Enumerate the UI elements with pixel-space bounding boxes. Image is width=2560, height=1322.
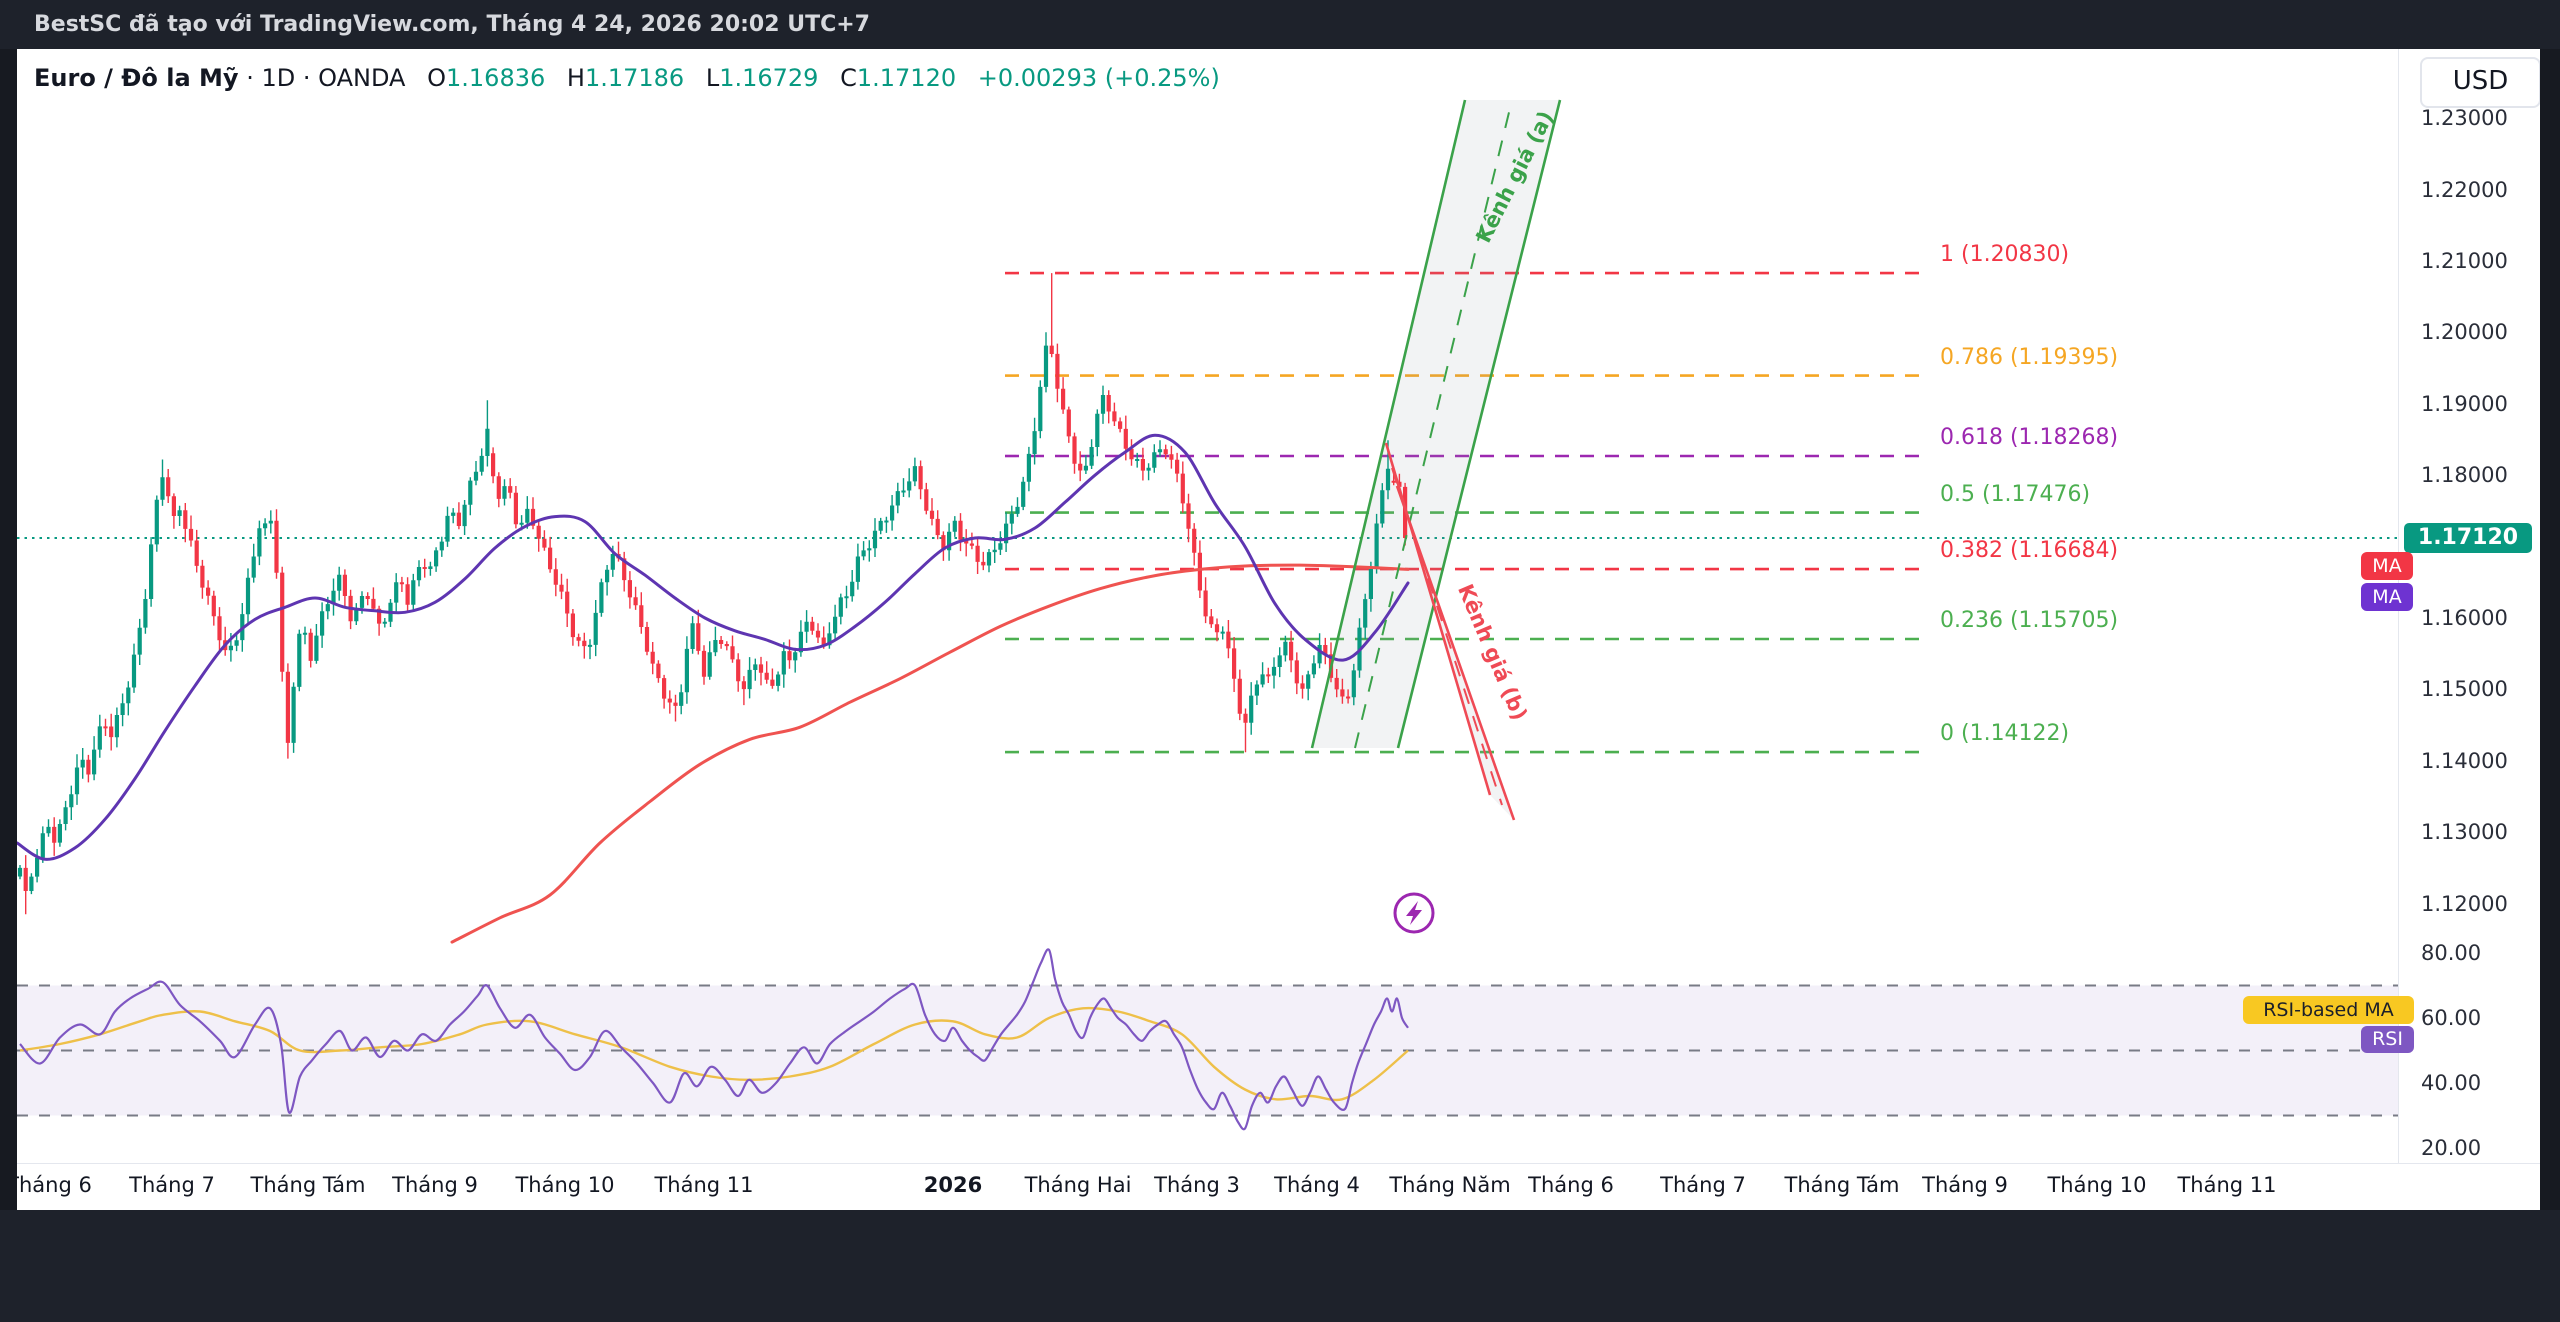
- price-tick: 1.12000: [2421, 892, 2508, 916]
- candle-bodies-down: [23, 345, 1408, 892]
- interval-label[interactable]: 1D: [261, 64, 296, 92]
- ma-purple-badge: MA: [2361, 583, 2413, 611]
- ma-slow-line[interactable]: [450, 563, 1410, 944]
- rsi-badge: RSI: [2361, 1026, 2414, 1053]
- change-value: +0.00293 (+0.25%): [977, 64, 1220, 92]
- time-tick: Tháng 11: [2177, 1173, 2277, 1197]
- time-tick: Tháng Tám: [250, 1173, 366, 1197]
- candle-wicks-down: [25, 273, 1406, 915]
- price-tick: 1.19000: [2421, 392, 2508, 416]
- time-tick: Tháng 7: [129, 1173, 215, 1197]
- high-label: H: [566, 64, 585, 92]
- rsi-line[interactable]: [19, 948, 1409, 1131]
- candle-wicks-up: [19, 332, 1389, 895]
- exchange-label[interactable]: OANDA: [318, 64, 406, 92]
- price-tick: 1.20000: [2421, 320, 2508, 344]
- time-tick: Tháng 6: [6, 1173, 92, 1197]
- rsi-tick: 80.00: [2421, 941, 2482, 965]
- time-tick: Tháng 10: [2047, 1173, 2147, 1197]
- channel-a-right-line[interactable]: [1396, 99, 1562, 749]
- right-edge-strip: [2540, 49, 2560, 1210]
- low-label: L: [705, 64, 720, 92]
- ma-fast-line[interactable]: [15, 433, 1410, 861]
- rsi-tick: 40.00: [2421, 1071, 2482, 1095]
- price-tick: 1.22000: [2421, 178, 2508, 202]
- last-price-badge: 1.17120: [2404, 523, 2532, 553]
- time-tick: Tháng Tám: [1784, 1173, 1900, 1197]
- price-tick: 1.13000: [2421, 820, 2508, 844]
- time-tick: Tháng 10: [515, 1173, 615, 1197]
- time-tick: Tháng 9: [1922, 1173, 2008, 1197]
- left-edge-strip: [0, 49, 17, 1210]
- fib-label-1[interactable]: 1 (1.20830): [1940, 242, 2070, 267]
- price-tick: 1.15000: [2421, 677, 2508, 701]
- flash-marker-icon[interactable]: [1393, 892, 1435, 934]
- low-value: 1.16729: [719, 64, 819, 92]
- price-tick: 1.14000: [2421, 749, 2508, 773]
- time-tick: Tháng 6: [1528, 1173, 1614, 1197]
- fib-label-0.236[interactable]: 0.236 (1.15705): [1940, 608, 2119, 633]
- time-tick: Tháng 3: [1154, 1173, 1240, 1197]
- rsi-based-ma-badge: RSI-based MA: [2243, 996, 2414, 1024]
- open-label: O: [427, 64, 446, 92]
- fib-label-0.786[interactable]: 0.786 (1.19395): [1940, 345, 2119, 370]
- fib-label-0.5[interactable]: 0.5 (1.17476): [1940, 482, 2091, 507]
- footer-bar: TradingView: [0, 1210, 2560, 1322]
- open-value: 1.16836: [446, 64, 546, 92]
- symbol-title[interactable]: Euro / Đô la Mỹ: [34, 64, 239, 92]
- high-value: 1.17186: [584, 64, 685, 92]
- price-tick: 1.21000: [2421, 249, 2508, 273]
- attribution-text: BestSC đã tạo với TradingView.com, Tháng…: [34, 12, 870, 37]
- rsi-tick: 60.00: [2421, 1006, 2482, 1030]
- fib-label-0.382[interactable]: 0.382 (1.16684): [1940, 538, 2119, 563]
- channel-b-mid-line: [1391, 467, 1503, 806]
- dot-separator: ·: [302, 64, 311, 92]
- channel-a-mid-line: [1354, 99, 1513, 749]
- rsi-tick: 20.00: [2421, 1136, 2482, 1160]
- channel-a-left-line[interactable]: [1310, 99, 1467, 749]
- time-tick: Tháng 4: [1274, 1173, 1360, 1197]
- time-tick: 2026: [923, 1173, 983, 1197]
- time-tick: Tháng 9: [392, 1173, 478, 1197]
- fib-label-0.618[interactable]: 0.618 (1.18268): [1940, 425, 2119, 450]
- time-tick: Tháng Hai: [1024, 1173, 1132, 1197]
- attribution-bar: BestSC đã tạo với TradingView.com, Tháng…: [0, 0, 2560, 49]
- fib-label-0[interactable]: 0 (1.14122): [1940, 721, 2070, 746]
- channel-a-fill: [1312, 100, 1560, 748]
- channel-b-right-line[interactable]: [1395, 485, 1516, 821]
- time-tick: Tháng Năm: [1389, 1173, 1511, 1197]
- time-tick: Tháng 7: [1660, 1173, 1746, 1197]
- time-tick: Tháng 11: [654, 1173, 754, 1197]
- price-scale[interactable]: [2398, 49, 2541, 1210]
- symbol-header: Euro / Đô la Mỹ · 1D · OANDA O1.16836 H1…: [34, 64, 1220, 96]
- price-tick: 1.18000: [2421, 463, 2508, 487]
- close-label: C: [840, 64, 857, 92]
- close-value: 1.17120: [856, 64, 957, 92]
- ma-red-badge: MA: [2361, 552, 2413, 580]
- price-tick: 1.16000: [2421, 606, 2508, 630]
- currency-toggle-button[interactable]: USD: [2420, 57, 2541, 108]
- time-axis[interactable]: [0, 1163, 2560, 1211]
- dot-separator: ·: [246, 64, 254, 92]
- price-tick: 1.23000: [2421, 106, 2508, 130]
